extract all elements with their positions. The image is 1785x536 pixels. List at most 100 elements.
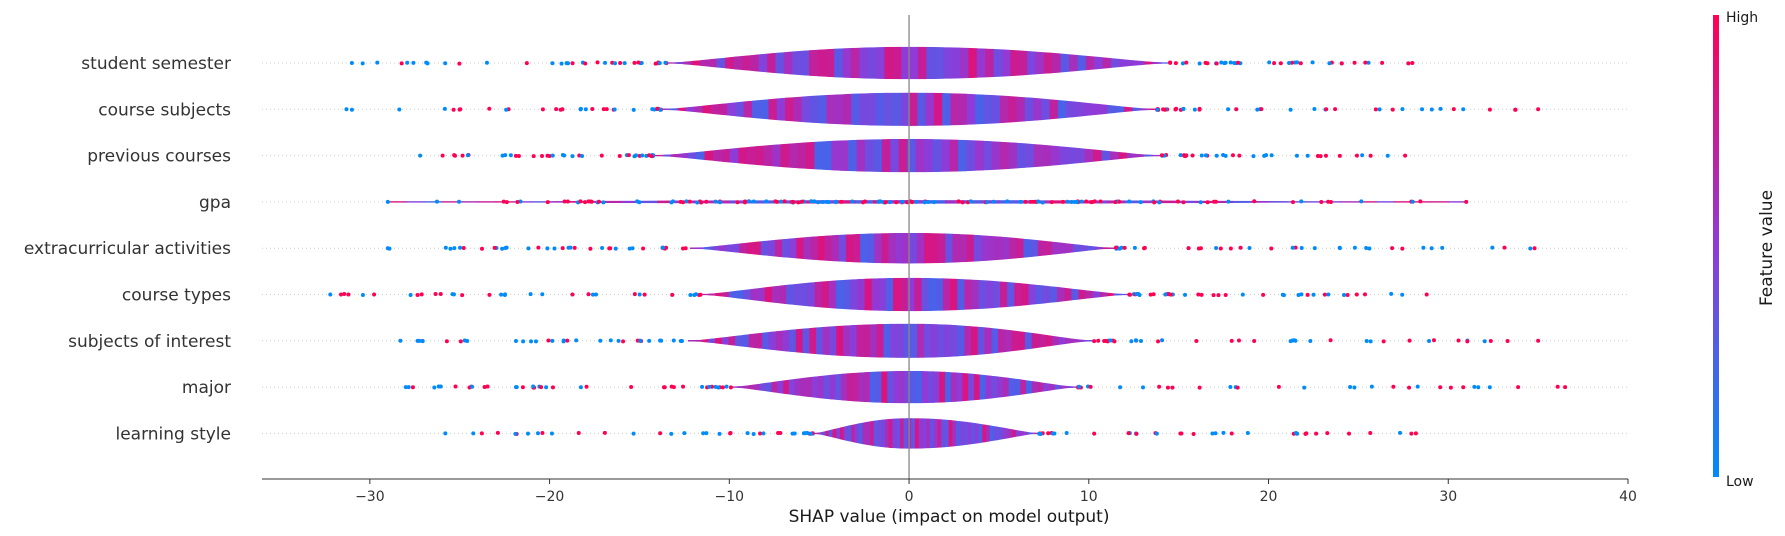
shap-point <box>443 245 448 250</box>
shap-point <box>1308 339 1313 344</box>
shap-point <box>1223 292 1228 297</box>
shap-point <box>1077 384 1082 389</box>
shap-point <box>800 199 805 204</box>
shap-point <box>1555 384 1560 389</box>
colorbar-high-label: High <box>1726 10 1758 26</box>
shap-point <box>589 199 594 204</box>
shap-point <box>1075 199 1080 204</box>
shap-point <box>629 384 634 389</box>
shap-point <box>1319 199 1324 204</box>
violin-strip <box>789 237 797 259</box>
violin-strip <box>1094 56 1104 70</box>
violin-strip <box>916 370 923 404</box>
shap-point-extreme <box>418 153 423 158</box>
shap-point <box>601 107 606 112</box>
violin-strip <box>661 108 670 111</box>
violin-strip <box>918 418 923 449</box>
violin-strip <box>694 105 703 113</box>
shap-point <box>716 385 721 390</box>
violin-strip <box>762 332 770 350</box>
violin-strip <box>785 97 794 122</box>
violin-strip <box>748 384 755 390</box>
shap-point <box>1391 384 1396 389</box>
shap-point <box>1438 106 1443 111</box>
shap-point <box>728 430 733 435</box>
violin-strip <box>800 282 809 307</box>
violin-strip <box>732 243 741 253</box>
shap-point <box>342 292 347 297</box>
violin-strip <box>862 422 867 445</box>
violin-strip <box>822 140 832 171</box>
violin-strip <box>782 329 790 352</box>
shap-point <box>637 200 642 205</box>
violin-strip <box>993 425 998 441</box>
violin-strip <box>387 201 407 203</box>
violin-strip <box>907 138 917 173</box>
x-axis-ticks: −30 −20 −10 0 10 20 30 40 <box>355 479 1637 505</box>
violin-strip <box>923 323 932 358</box>
shap-point <box>1290 60 1295 65</box>
violin-strip <box>1161 62 1170 64</box>
violin-plots <box>387 46 1467 449</box>
shap-point <box>528 292 533 297</box>
violin-strip <box>1016 238 1025 259</box>
shap-point <box>1152 200 1157 205</box>
violin-strip <box>814 281 823 308</box>
violin-strip <box>821 431 826 436</box>
violin-strip <box>782 238 790 258</box>
shap-point <box>1505 339 1510 344</box>
violin-strip <box>777 380 784 394</box>
violin-strip <box>991 94 1001 124</box>
shap-point <box>531 384 536 389</box>
shap-point <box>1181 107 1186 112</box>
shap-point-extreme <box>398 338 403 343</box>
shap-point <box>640 153 645 158</box>
shap-point <box>1127 199 1132 204</box>
shap-point <box>1214 61 1219 66</box>
violin-strip <box>1009 237 1017 259</box>
shap-point <box>580 153 585 158</box>
shap-point <box>653 61 658 66</box>
shap-point <box>1352 385 1357 390</box>
shap-point <box>1079 199 1084 204</box>
shap-point <box>1148 292 1153 297</box>
violin-strip <box>1140 108 1150 111</box>
shap-point <box>1315 153 1320 158</box>
shap-point-extreme <box>385 199 390 204</box>
violin-strip <box>989 425 995 442</box>
shap-point <box>520 385 525 390</box>
violin-strip <box>771 381 778 393</box>
shap-point <box>1137 292 1142 297</box>
shap-point <box>1196 246 1201 251</box>
violin-strip <box>1052 52 1062 74</box>
shap-point <box>724 384 729 389</box>
violin-strip <box>890 138 900 173</box>
x-tick-label: 40 <box>1619 489 1637 505</box>
violin-strip <box>1358 201 1377 203</box>
violin-strip <box>1030 432 1036 435</box>
shap-point <box>1487 107 1492 112</box>
shap-point <box>1410 199 1415 204</box>
shap-point <box>1205 200 1210 205</box>
violin-strip <box>890 323 898 358</box>
shap-point-extreme <box>1532 246 1537 251</box>
violin-strip <box>1030 239 1039 258</box>
violin-strip <box>809 327 817 355</box>
shap-point <box>692 293 697 298</box>
shap-point <box>399 61 404 66</box>
shap-point <box>631 107 636 112</box>
feature-label-3: gpa <box>199 193 231 213</box>
violin-strip <box>1011 330 1019 352</box>
shap-point <box>1516 385 1521 390</box>
violin-strip <box>803 236 812 260</box>
violin-strip <box>887 371 894 404</box>
shap-point <box>1363 60 1368 65</box>
violin-strip <box>789 329 797 353</box>
shap-point <box>1482 339 1487 344</box>
violin-strip <box>1268 200 1288 203</box>
violin-strip <box>985 48 995 78</box>
shap-point <box>618 60 623 65</box>
violin-strip <box>733 55 743 71</box>
shap-point <box>1431 338 1436 343</box>
violin-strip <box>1074 101 1084 118</box>
